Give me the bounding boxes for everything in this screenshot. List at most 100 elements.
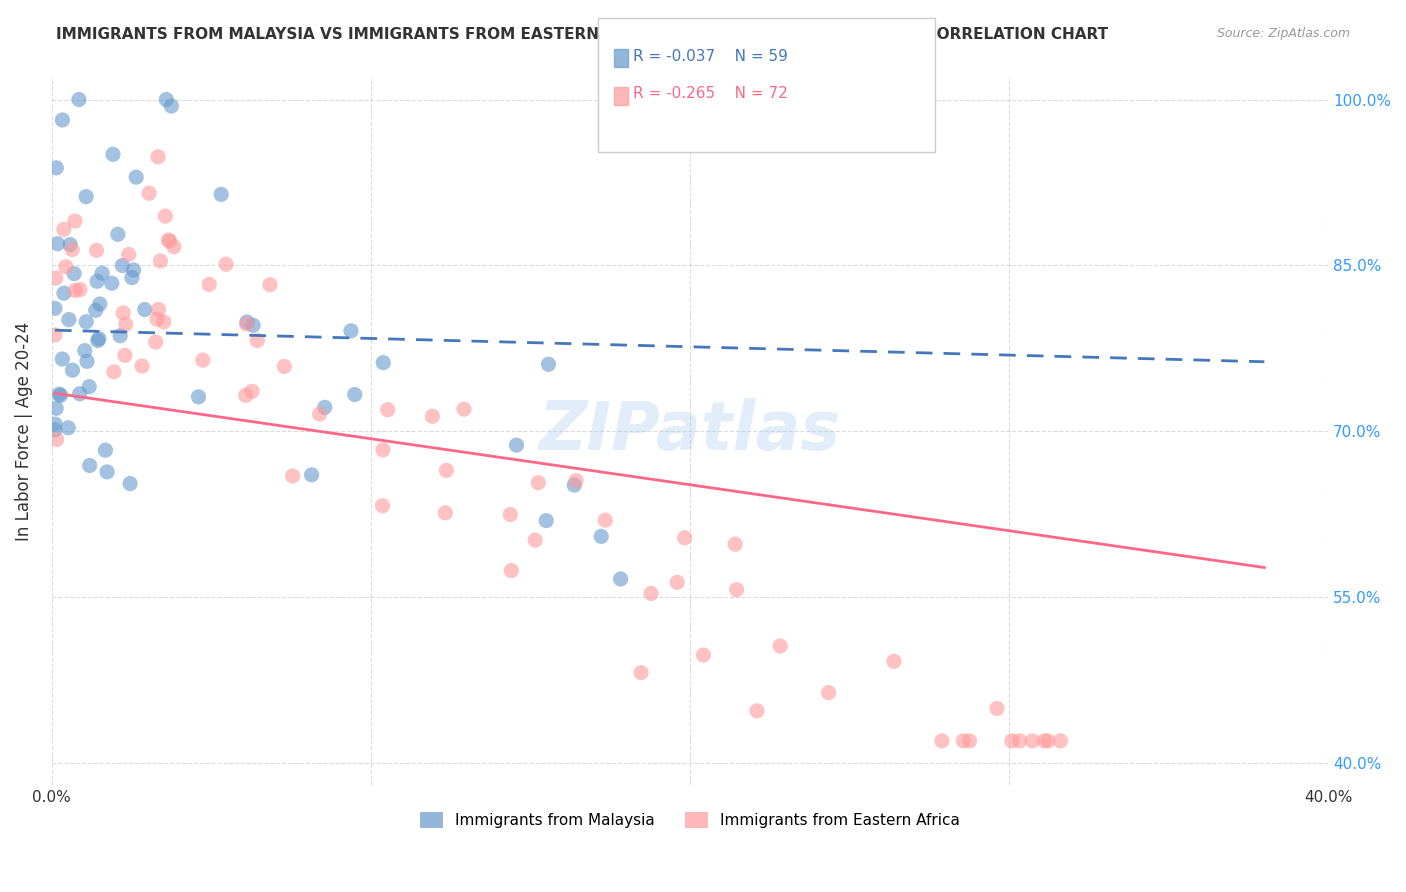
Point (593, 513, 616, 527)
Point (377, 402, 399, 417)
Point (340, 324, 363, 338)
Point (420, 409, 443, 424)
Point (75, 189, 97, 203)
Point (198, 277, 221, 292)
Point (91, 266, 114, 280)
Point (725, 582, 748, 597)
Point (640, 586, 662, 600)
Point (273, 359, 295, 374)
Point (155, 93, 177, 107)
Point (236, 315, 259, 329)
Point (45, 271, 67, 285)
Point (817, 685, 839, 699)
Point (281, 469, 304, 483)
Point (499, 508, 522, 522)
Point (51, 112, 73, 127)
Point (537, 357, 560, 371)
Point (73, 343, 96, 358)
Point (562, 478, 585, 492)
Point (343, 387, 366, 401)
Point (96, 465, 118, 479)
Point (138, 186, 160, 201)
Point (100, 277, 122, 291)
Text: IMMIGRANTS FROM MALAYSIA VS IMMIGRANTS FROM EASTERN AFRICA IN LABOR FORCE | AGE : IMMIGRANTS FROM MALAYSIA VS IMMIGRANTS F… (56, 27, 1108, 43)
Point (155, 209, 177, 223)
Point (883, 654, 905, 668)
Point (371, 442, 394, 457)
Point (44, 423, 66, 437)
Point (191, 353, 214, 368)
Point (187, 390, 209, 404)
Point (242, 318, 264, 333)
Point (314, 401, 336, 415)
Point (44, 417, 66, 431)
Point (121, 270, 143, 285)
Point (308, 407, 330, 421)
Point (434, 463, 457, 477)
Point (159, 234, 181, 248)
Point (209, 187, 232, 202)
Point (45, 401, 67, 416)
Point (59, 237, 82, 252)
Point (152, 315, 174, 329)
Point (45, 433, 67, 447)
Text: Source: ZipAtlas.com: Source: ZipAtlas.com (1216, 27, 1350, 40)
Text: R = -0.037    N = 59: R = -0.037 N = 59 (633, 49, 787, 63)
Point (146, 150, 169, 164)
Point (58, 421, 80, 435)
Point (434, 506, 457, 520)
Point (62, 363, 84, 377)
Point (373, 356, 395, 370)
Point (609, 572, 631, 586)
Point (58, 312, 80, 326)
Point (107, 227, 129, 242)
Point (45, 161, 67, 175)
Point (769, 639, 792, 653)
Point (986, 701, 1008, 715)
Point (148, 302, 170, 317)
Point (108, 328, 131, 343)
Point (112, 306, 135, 320)
Point (959, 734, 981, 748)
Point (505, 438, 527, 452)
Point (524, 533, 547, 548)
Point (76, 354, 98, 368)
Point (79, 458, 101, 473)
Point (65, 284, 87, 298)
Point (630, 665, 652, 680)
Point (453, 402, 475, 417)
Point (527, 475, 550, 490)
Point (52, 286, 75, 301)
Legend: Immigrants from Malaysia, Immigrants from Eastern Africa: Immigrants from Malaysia, Immigrants fro… (413, 805, 966, 834)
Point (1049, 734, 1071, 748)
Point (131, 359, 153, 373)
Point (565, 474, 588, 488)
Point (125, 170, 148, 185)
Point (692, 648, 714, 662)
Point (114, 348, 136, 362)
Point (44, 301, 66, 316)
Point (745, 704, 768, 718)
Point (371, 499, 394, 513)
Point (69, 283, 91, 297)
Point (149, 254, 172, 268)
Point (69, 386, 91, 401)
Point (163, 240, 186, 254)
Point (1036, 734, 1059, 748)
Point (235, 388, 257, 402)
Point (534, 514, 557, 528)
Point (89, 297, 111, 311)
Point (52, 222, 75, 236)
Point (86, 274, 108, 288)
Point (67, 93, 90, 107)
Point (952, 734, 974, 748)
Point (235, 317, 257, 331)
Point (246, 334, 269, 348)
Point (145, 335, 167, 350)
Point (60, 243, 83, 257)
Point (1021, 734, 1043, 748)
Point (44, 328, 66, 343)
Point (63, 214, 86, 228)
Point (63, 267, 86, 281)
Point (87, 334, 110, 348)
